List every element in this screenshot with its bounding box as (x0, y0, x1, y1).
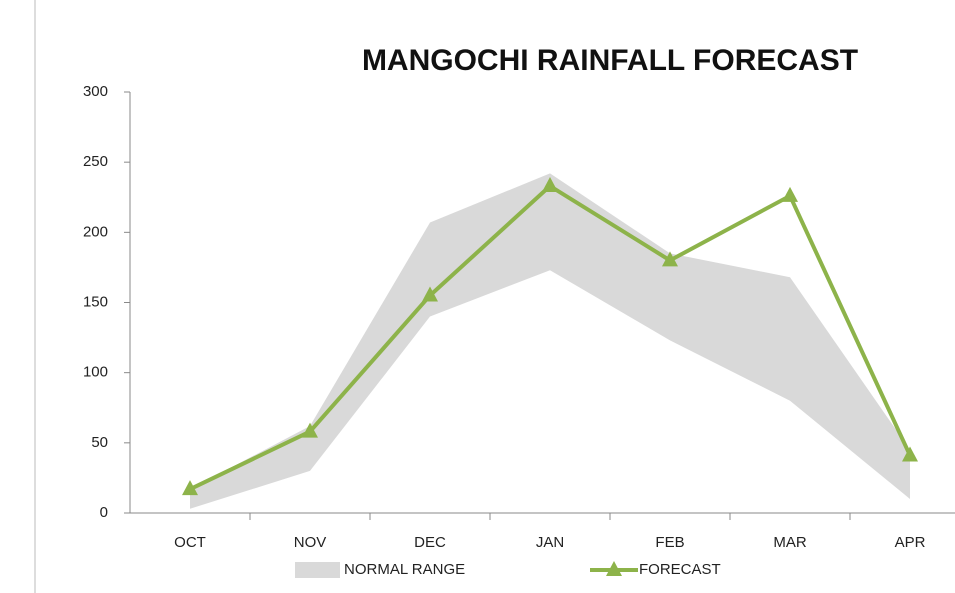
y-tick-label: 150 (83, 293, 108, 310)
y-tick-label: 250 (83, 153, 108, 170)
marker (302, 422, 318, 438)
marker (182, 480, 198, 496)
legend-label: FORECAST (639, 561, 721, 578)
legend-swatch (295, 562, 340, 578)
x-tick-label: DEC (414, 534, 446, 551)
marker (606, 561, 622, 576)
y-tick-label: 200 (83, 223, 108, 240)
y-tick-label: 100 (83, 364, 108, 381)
marker (662, 251, 678, 267)
x-tick-label: NOV (294, 534, 327, 551)
y-tick-label: 0 (100, 504, 108, 521)
y-tick-label: 50 (91, 434, 108, 451)
x-tick-label: APR (895, 534, 926, 551)
x-tick-label: JAN (536, 534, 564, 551)
marker (902, 446, 918, 462)
marker (542, 177, 558, 193)
x-tick-label: MAR (773, 534, 807, 551)
y-tick-label: 300 (83, 83, 108, 100)
normal-range-area (190, 173, 910, 509)
x-tick-label: OCT (174, 534, 206, 551)
legend-label: NORMAL RANGE (344, 561, 465, 578)
chart-title: MANGOCHI RAINFALL FORECAST (362, 44, 858, 77)
marker (422, 286, 438, 302)
marker (782, 186, 798, 202)
x-tick-label: FEB (655, 534, 684, 551)
